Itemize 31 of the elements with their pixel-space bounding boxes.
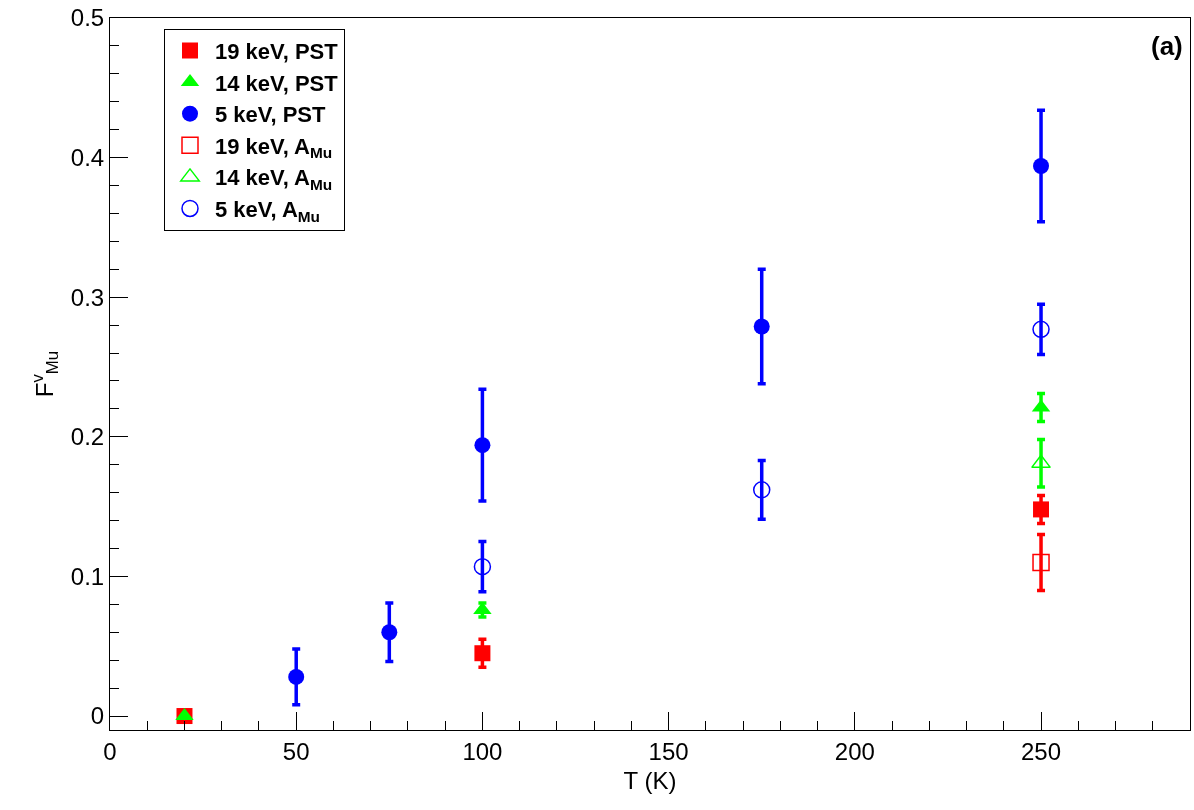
point: [1033, 157, 1050, 174]
point: [1032, 553, 1050, 572]
legend-label: 19 keV, PST: [215, 39, 339, 65]
y-tick-label: 0.2: [70, 423, 105, 451]
x-tick-label: 200: [834, 737, 875, 765]
x-tick-label: 100: [462, 737, 503, 765]
point: [753, 318, 770, 335]
legend-label: 5 keV, A$_{Mu}$: [215, 197, 321, 225]
y-tick-label: 0.3: [70, 283, 105, 311]
y-tick-label: 0.4: [70, 144, 105, 172]
legend-label: 19 keV, A$_{Mu}$: [215, 133, 333, 162]
legend-label: 14 keV, PST: [215, 70, 339, 96]
point: [288, 668, 305, 685]
point: [1032, 320, 1050, 339]
point: [381, 624, 398, 641]
x-tick-label: 50: [282, 737, 310, 765]
annotation: (a): [1151, 31, 1183, 61]
x-axis-title: T (K): [623, 767, 677, 795]
x-tick-label: 150: [648, 737, 689, 765]
point: [474, 645, 491, 662]
y-tick-label: 0.5: [70, 4, 105, 32]
point: [474, 437, 491, 454]
point: [752, 481, 771, 499]
legend-label: 5 keV, PST: [215, 102, 327, 128]
legend-label: 14 keV, A$_{Mu}$: [215, 165, 333, 194]
y-tick-label: 0.1: [70, 562, 105, 590]
point: [1031, 454, 1052, 469]
point: [1033, 501, 1050, 518]
point: [473, 557, 492, 576]
x-tick-label: 250: [1021, 737, 1062, 765]
y-tick-label: 0: [90, 702, 105, 730]
